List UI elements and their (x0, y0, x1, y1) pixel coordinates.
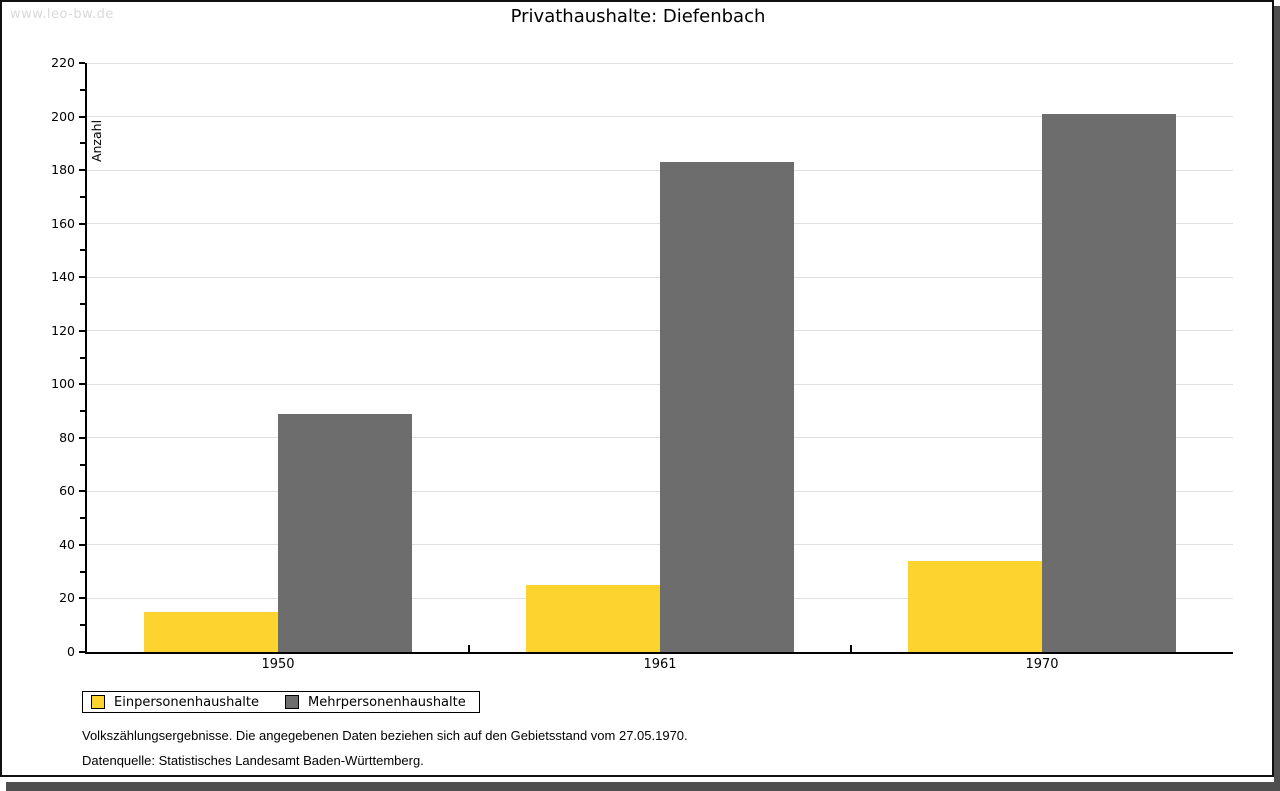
y-minor-tick-150 (80, 249, 85, 252)
bar-1961-mehrpersonenhaushalte (660, 162, 794, 652)
y-tick-label-100: 100 (51, 376, 75, 392)
y-tick-60 (79, 490, 85, 493)
y-tick-0 (79, 651, 85, 653)
y-tick-100 (79, 383, 85, 386)
legend: Einpersonenhaushalte Mehrpersonenhaushal… (82, 691, 480, 713)
legend-item-mehrpersonenhaushalte: Mehrpersonenhaushalte (285, 695, 466, 710)
y-tick-label-180: 180 (51, 162, 75, 178)
bar-1970-mehrpersonenhaushalte (1042, 113, 1176, 652)
watermark: www.leo-bw.de (10, 7, 114, 22)
legend-item-einpersonenhaushalte: Einpersonenhaushalte (91, 695, 259, 710)
y-tick-label-80: 80 (59, 429, 75, 445)
x-tick-label-1950: 1950 (261, 657, 295, 672)
y-minor-tick-210 (80, 88, 85, 91)
y-tick-40 (79, 543, 85, 546)
footnote-source: Datenquelle: Statistisches Landesamt Bad… (82, 753, 424, 768)
frame-shadow-right (1274, 6, 1280, 791)
y-tick-120 (79, 329, 85, 332)
frame-shadow-bottom (6, 782, 1280, 791)
y-minor-tick-10 (80, 624, 85, 627)
y-tick-200 (79, 115, 85, 118)
y-minor-tick-170 (80, 195, 85, 198)
y-minor-tick-130 (80, 302, 85, 305)
gridline-200 (87, 116, 1233, 118)
legend-swatch-mehrpersonenhaushalte (285, 695, 299, 709)
bar-1950-einpersonenhaushalte (144, 611, 278, 652)
y-tick-label-0: 0 (67, 644, 75, 659)
y-tick-180 (79, 169, 85, 172)
legend-swatch-einpersonenhaushalte (91, 695, 105, 709)
y-tick-label-140: 140 (51, 269, 75, 285)
y-tick-140 (79, 276, 85, 279)
bar-1970-einpersonenhaushalte (908, 560, 1042, 652)
y-tick-160 (79, 222, 85, 225)
y-tick-20 (79, 597, 85, 600)
y-tick-label-220: 220 (51, 55, 75, 70)
legend-label: Einpersonenhaushalte (114, 694, 259, 710)
gridline-220 (87, 62, 1233, 64)
bar-1961-einpersonenhaushalte (526, 585, 660, 652)
x-tick-label-1970: 1970 (1025, 657, 1059, 672)
chart-title: Privathaushalte: Diefenbach (510, 6, 766, 27)
chart-image-frame: www.leo-bw.de Privathaushalte: Diefenbac… (0, 0, 1274, 777)
plot-area: Anzahl 0 20 40 60 80 100 120 140 160 180 200 220 195… (51, 55, 1233, 672)
footnote-census: Volkszählungsergebnisse. Die angegebenen… (82, 728, 688, 743)
legend-label: Mehrpersonenhaushalte (308, 694, 466, 710)
y-tick-label-20: 20 (59, 590, 75, 606)
y-tick-label-60: 60 (59, 483, 75, 499)
x-tick-label-1961: 1961 (643, 657, 677, 672)
y-tick-80 (79, 436, 85, 439)
y-minor-tick-90 (80, 410, 85, 413)
y-tick-label-160: 160 (51, 215, 75, 231)
y-tick-label-40: 40 (59, 536, 75, 552)
y-minor-tick-70 (80, 463, 85, 466)
y-minor-tick-50 (80, 517, 85, 520)
x-boundary-tick-1 (468, 645, 470, 652)
y-tick-label-120: 120 (51, 322, 75, 338)
x-boundary-tick-2 (850, 645, 852, 652)
y-minor-tick-110 (80, 356, 85, 359)
bar-1950-mehrpersonenhaushalte (278, 413, 412, 652)
y-minor-tick-190 (80, 142, 85, 145)
y-minor-tick-30 (80, 570, 85, 573)
y-tick-220 (79, 62, 85, 64)
y-tick-label-200: 200 (51, 108, 75, 124)
